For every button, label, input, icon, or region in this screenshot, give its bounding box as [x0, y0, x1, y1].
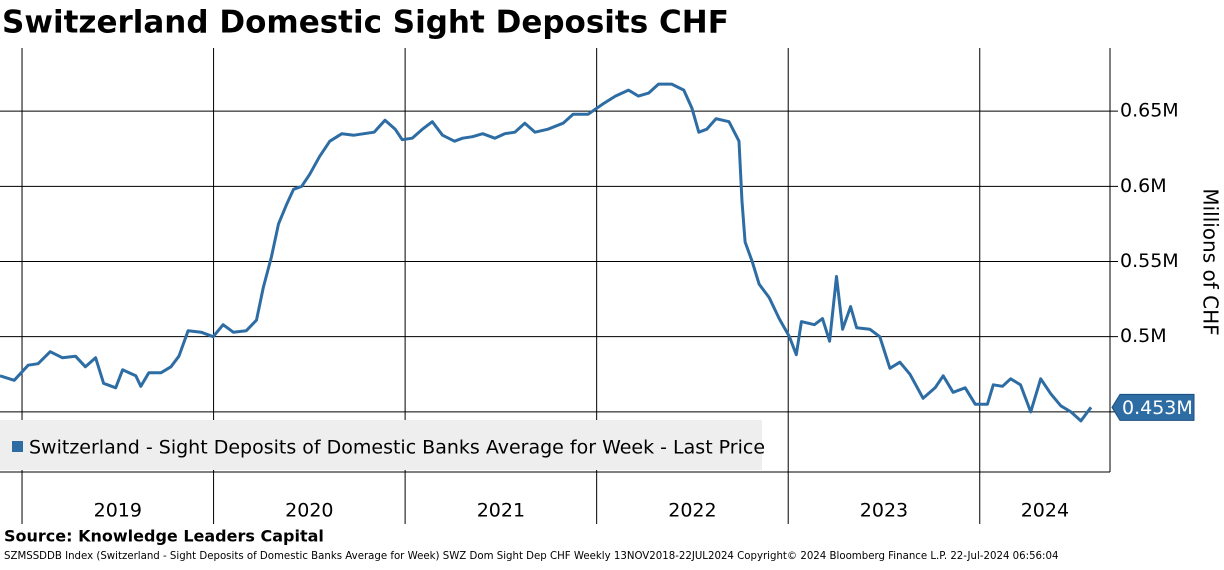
x-band-label: 2024: [1021, 500, 1069, 522]
x-band-label: 2022: [668, 500, 716, 522]
y-axis-label: Millions of CHF: [1199, 188, 1223, 335]
footer: SZMSSDDB Index (Switzerland - Sight Depo…: [4, 551, 1058, 562]
legend-label: Switzerland - Sight Deposits of Domestic…: [29, 437, 765, 459]
y-tick-label: 0.55M: [1120, 250, 1179, 272]
x-band-label: 2019: [94, 500, 142, 522]
legend-box: [0, 420, 762, 470]
y-tick-label: 0.5M: [1120, 325, 1167, 347]
x-band-label: 2020: [285, 500, 333, 522]
chart-title: Switzerland Domestic Sight Deposits CHF: [2, 5, 729, 41]
legend: Switzerland - Sight Deposits of Domestic…: [0, 420, 765, 470]
source: Source: Knowledge Leaders Capital: [4, 527, 324, 546]
y-tick-label: 0.65M: [1120, 100, 1179, 122]
legend-swatch: [12, 441, 23, 452]
line-series: [0, 82, 1093, 423]
last-value-box: [1111, 393, 1195, 421]
x-band-label: 2021: [477, 500, 525, 522]
last-value-label: 0.453M: [1122, 397, 1193, 419]
x-band-label: 2023: [860, 500, 908, 522]
y-tick-label: 0.6M: [1120, 175, 1167, 197]
